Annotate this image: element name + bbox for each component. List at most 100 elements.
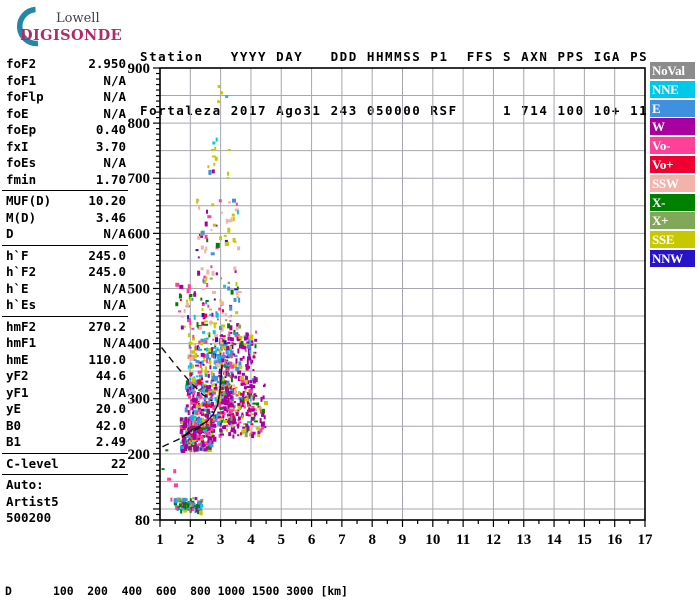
param-value: N/A	[103, 335, 126, 350]
param-value: 22	[110, 455, 126, 471]
param-value: N/A	[103, 384, 126, 400]
param-row-foe: foE N/A	[2, 106, 128, 123]
dashed-transmission-curve-upper	[160, 347, 213, 402]
param-row-he: h`E N/A	[2, 281, 128, 298]
param-row-500200: 500200	[2, 510, 128, 527]
param-value: 110.0	[88, 351, 126, 367]
svg-text:900: 900	[128, 61, 151, 77]
param-row-auto: Auto:	[2, 477, 128, 494]
param-value: N/A	[103, 105, 126, 121]
param-value: 2.950	[88, 56, 126, 71]
param-value: 3.46	[95, 209, 126, 225]
panel-separator	[2, 315, 128, 317]
svg-text:9: 9	[399, 532, 407, 548]
param-label: Auto:	[6, 477, 44, 492]
legend-item-e: E	[650, 99, 695, 117]
param-label: h`E	[6, 280, 29, 296]
svg-text:400: 400	[128, 337, 151, 353]
param-label: fxI	[6, 138, 29, 154]
legend-item-nne: NNE	[650, 80, 695, 98]
axis-ticks	[153, 67, 646, 527]
svg-text:10: 10	[425, 532, 440, 548]
legend-item-ssw: SSW	[650, 174, 695, 192]
param-row-hes: h`Es N/A	[2, 297, 128, 314]
param-label: C-level	[6, 455, 59, 471]
param-row-hme: hmE 110.0	[2, 352, 128, 369]
param-row-ye: yE 20.0	[2, 401, 128, 418]
svg-text:3: 3	[217, 532, 225, 548]
param-row-yf1: yF1 N/A	[2, 385, 128, 402]
param-row-clevel: C-level 22	[2, 456, 128, 473]
param-value: 245.0	[88, 264, 126, 279]
svg-text:700: 700	[128, 171, 151, 187]
logo-brand-bottom: DIGISONDE	[20, 27, 123, 44]
param-label: foEp	[6, 122, 37, 137]
svg-text:8: 8	[368, 532, 376, 548]
param-value: N/A	[103, 155, 126, 170]
panel-separator	[2, 190, 128, 191]
header-columns-line: Station YYYY DAY DDD HHMMSS P1 FFS S AXN…	[140, 49, 649, 64]
svg-text:2: 2	[187, 532, 195, 548]
panel-separator	[2, 474, 128, 475]
param-value: N/A	[103, 89, 126, 104]
param-label: fmin	[6, 171, 37, 187]
param-row-fxi: fxI 3.70	[2, 139, 128, 156]
svg-text:1: 1	[156, 532, 164, 548]
param-label: h`Es	[6, 297, 37, 312]
param-label: yF2	[6, 368, 29, 383]
param-label: 500200	[6, 510, 52, 525]
legend-item-noval: NoVal	[650, 62, 695, 79]
svg-text:7: 7	[338, 532, 346, 548]
param-row-fof1: foF1 N/A	[2, 73, 128, 90]
ionogram-canvas: 1 2 3 4 5 6 7 8 9 10 11 12 13 14 15 16 17900800700600500…	[128, 61, 654, 548]
param-label: foFlp	[6, 89, 44, 104]
legend-item-x: X-	[650, 193, 695, 211]
param-value: N/A	[103, 226, 126, 241]
param-row-foflp: foFlp N/A	[2, 89, 128, 106]
echo-type-legend: NoVal NNE E W Vo- Vo+ SSW X- X+ SSE NNW	[650, 62, 695, 269]
param-value: 1.70	[95, 171, 126, 187]
param-row-artist5: Artist5	[2, 494, 128, 511]
param-row-fmin: fmin 1.70	[2, 172, 128, 189]
param-value: 10.20	[88, 193, 126, 208]
distance-row: D 100 200 400 600 800 1000 1500 3000 [km…	[5, 584, 348, 598]
param-row-md: M(D) 3.46	[2, 210, 128, 227]
param-label: D	[6, 226, 14, 241]
param-row-b0: B0 42.0	[2, 418, 128, 435]
param-row-hf: h`F 245.0	[2, 248, 128, 265]
param-label: h`F	[6, 247, 29, 263]
axis-labels: 1 2 3 4 5 6 7 8 9 10 11 12 13 14 15 16 17900800700600500…	[128, 61, 654, 548]
param-label: M(D)	[6, 209, 37, 225]
svg-text:5: 5	[278, 532, 286, 548]
param-value: 44.6	[95, 368, 126, 383]
param-row-hf2: h`F2 245.0	[2, 264, 128, 281]
legend-item-x: X+	[650, 212, 695, 230]
panel-separator	[2, 244, 128, 246]
svg-text:17: 17	[638, 532, 654, 548]
param-label: foE	[6, 105, 29, 121]
ionogram-plot: 1 2 3 4 5 6 7 8 9 10 11 12 13 14 15 16 17 900 800 700 600 500…	[125, 58, 700, 558]
svg-text:14: 14	[547, 532, 563, 548]
legend-item-nnw: NNW	[650, 249, 695, 267]
param-value: N/A	[103, 280, 126, 296]
param-row-hmf1: hmF1 N/A	[2, 335, 128, 352]
plot-border	[159, 67, 646, 521]
param-label: hmF1	[6, 335, 37, 350]
parameter-panel: foF2 2.950 foF1 N/A foFlp N/A foE N/A foEp 0.40 fx…	[2, 56, 128, 527]
param-label: MUF(D)	[6, 193, 52, 208]
svg-text:800: 800	[128, 116, 151, 132]
svg-text:6: 6	[308, 532, 316, 548]
param-label: hmE	[6, 351, 29, 367]
param-row-foep: foEp 0.40	[2, 122, 128, 139]
param-row-mufd: MUF(D) 10.20	[2, 193, 128, 210]
param-value: 270.2	[88, 318, 126, 334]
param-label: B1	[6, 434, 22, 449]
logo-brand-top: Lowell	[56, 11, 100, 26]
param-row-b1: B1 2.49	[2, 434, 128, 451]
svg-text:11: 11	[456, 532, 470, 548]
bottom-info-block: D 100 200 400 600 800 1000 1500 3000 [km…	[5, 553, 684, 600]
svg-text:300: 300	[128, 392, 151, 408]
param-label: foF2	[6, 56, 37, 71]
param-value: 0.40	[95, 122, 126, 137]
